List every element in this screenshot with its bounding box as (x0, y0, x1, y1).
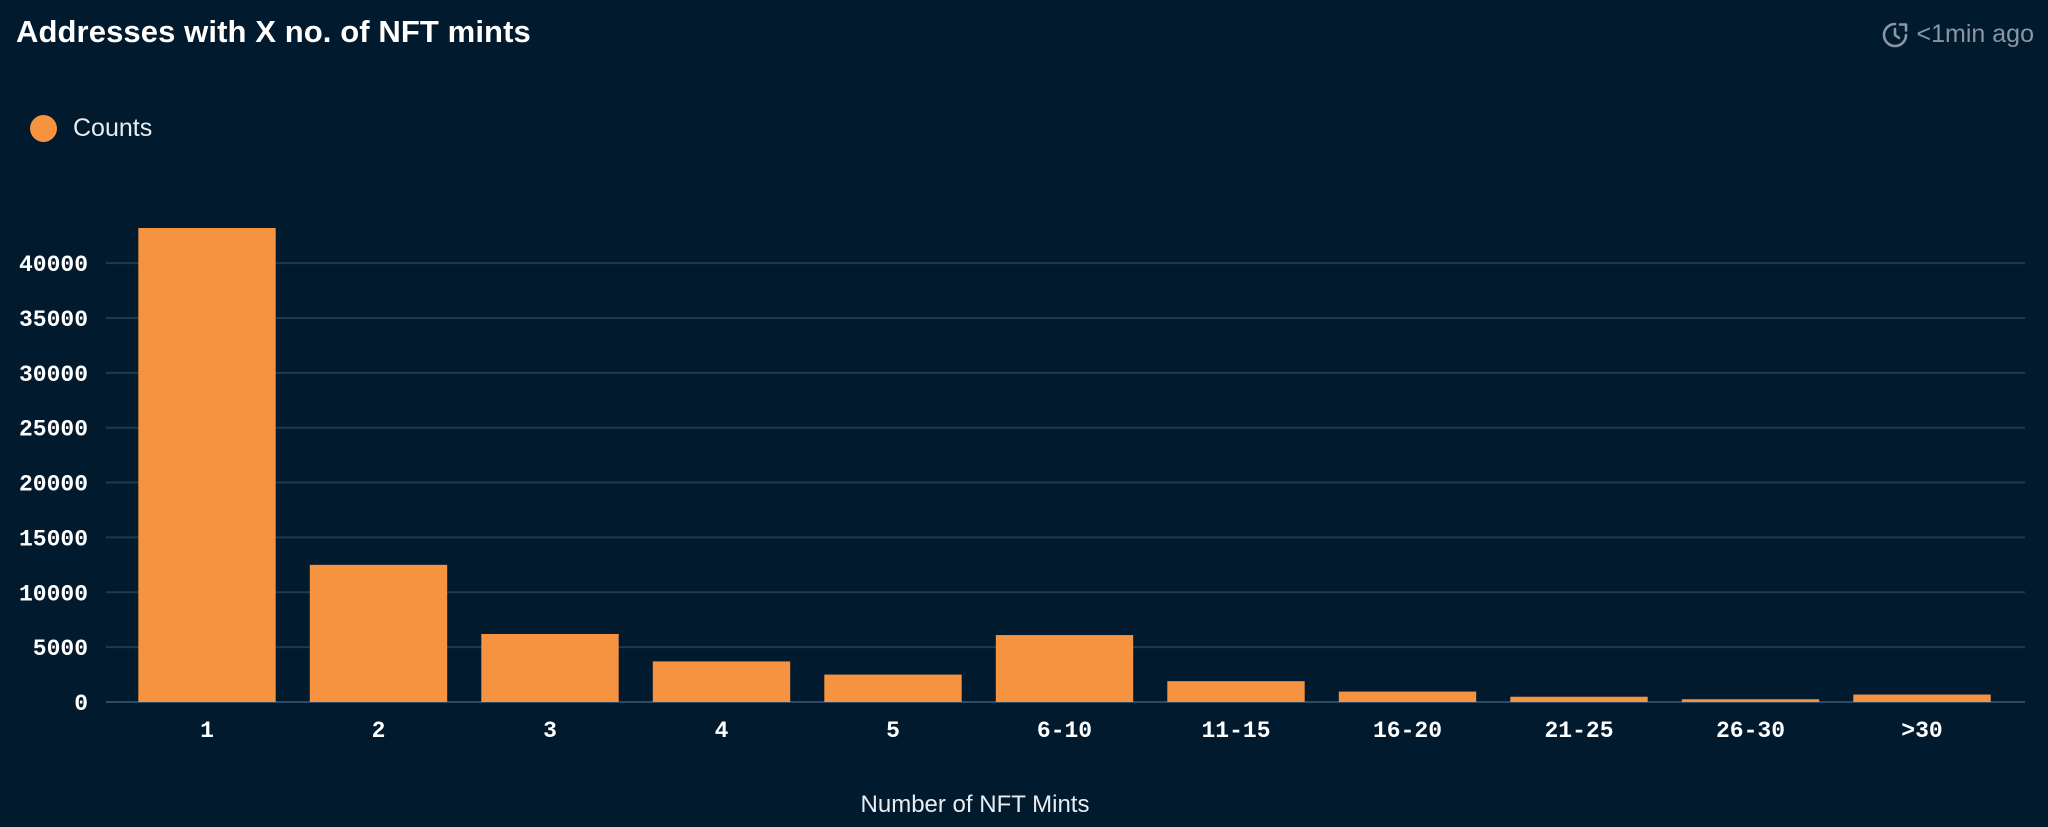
y-tick-label-35000: 35000 (19, 307, 88, 333)
bar-26-30 (1681, 699, 1820, 702)
x-tick-label-26-30: 26-30 (1716, 718, 1785, 744)
y-tick-label-0: 0 (74, 691, 88, 717)
y-tick-label-10000: 10000 (19, 581, 88, 607)
bar-5 (824, 674, 962, 702)
x-tick-label-1: 1 (200, 718, 214, 744)
bar->30 (1853, 694, 1991, 702)
x-tick-label-16-20: 16-20 (1373, 718, 1442, 744)
legend-label-counts: Counts (73, 114, 153, 142)
refresh-clock-icon[interactable] (1881, 21, 1909, 49)
y-tick-label-5000: 5000 (33, 636, 88, 662)
bar-21-25 (1510, 696, 1648, 702)
refresh-status[interactable]: <1min ago (1881, 20, 2034, 49)
x-tick-label-21-25: 21-25 (1544, 718, 1613, 744)
x-tick-label-4: 4 (715, 718, 729, 744)
bar-4 (652, 661, 791, 702)
x-axis-title: Number of NFT Mints (861, 791, 1090, 818)
bar-1 (138, 228, 276, 702)
bar-11-15 (1167, 681, 1305, 702)
x-tick-label-3: 3 (543, 718, 557, 744)
y-tick-label-15000: 15000 (19, 526, 88, 552)
refresh-time-text: <1min ago (1916, 20, 2034, 48)
bar-2 (309, 564, 448, 702)
bar-16-20 (1338, 691, 1477, 702)
legend-swatch-counts (30, 115, 57, 142)
y-tick-label-20000: 20000 (19, 472, 88, 498)
y-tick-label-30000: 30000 (19, 362, 88, 388)
chart-legend[interactable]: Counts (30, 114, 152, 143)
x-tick-label-11-15: 11-15 (1201, 718, 1270, 744)
x-tick-label-5: 5 (886, 718, 900, 744)
y-tick-label-25000: 25000 (19, 417, 88, 443)
x-tick-label-2: 2 (372, 718, 386, 744)
chart-title: Addresses with X no. of NFT mints (16, 14, 531, 49)
bar-3 (481, 633, 619, 702)
y-tick-label-40000: 40000 (19, 252, 88, 278)
x-tick-label-6-10: 6-10 (1037, 718, 1092, 744)
x-tick-label->30: >30 (1901, 718, 1942, 744)
bar-6-10 (995, 635, 1134, 702)
